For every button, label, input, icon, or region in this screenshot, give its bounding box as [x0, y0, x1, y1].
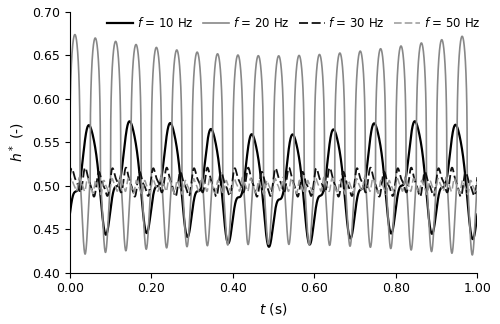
$f$ = 10 Hz — [391, 222, 397, 226]
Line: $f$ = 10 Hz: $f$ = 10 Hz — [70, 121, 478, 247]
$f$ = 10 Hz — [474, 213, 480, 216]
$f$ = 50 Hz — [474, 184, 480, 188]
$f$ = 20 Hz — [391, 211, 397, 215]
$f$ = 50 Hz — [88, 184, 94, 188]
$f$ = 10 Hz — [88, 125, 94, 129]
$f$ = 20 Hz — [72, 33, 78, 37]
$f$ = 50 Hz — [369, 179, 375, 182]
$f$ = 30 Hz — [308, 194, 314, 198]
$f$ = 20 Hz — [67, 179, 73, 183]
$f$ = 20 Hz — [474, 179, 480, 183]
$f$ = 10 Hz — [369, 126, 375, 130]
$f$ = 20 Hz — [88, 122, 94, 125]
Line: $f$ = 30 Hz: $f$ = 30 Hz — [70, 168, 478, 197]
$f$ = 50 Hz — [67, 184, 73, 188]
$f$ = 30 Hz — [214, 191, 220, 195]
$f$ = 10 Hz — [412, 119, 418, 123]
X-axis label: $t$ (s): $t$ (s) — [260, 301, 288, 317]
Legend: $f$ = 10 Hz, $f$ = 20 Hz, $f$ = 30 Hz, $f$ = 50 Hz: $f$ = 10 Hz, $f$ = 20 Hz, $f$ = 30 Hz, $… — [104, 13, 484, 34]
$f$ = 10 Hz — [67, 213, 73, 216]
$f$ = 50 Hz — [180, 192, 186, 196]
$f$ = 50 Hz — [391, 191, 397, 194]
$f$ = 50 Hz — [308, 186, 314, 190]
$f$ = 20 Hz — [470, 253, 476, 257]
$f$ = 30 Hz — [369, 170, 375, 174]
$f$ = 20 Hz — [214, 52, 220, 56]
$f$ = 10 Hz — [308, 240, 314, 244]
$f$ = 50 Hz — [362, 175, 368, 179]
$f$ = 30 Hz — [67, 175, 73, 179]
Line: $f$ = 20 Hz: $f$ = 20 Hz — [70, 35, 478, 255]
$f$ = 10 Hz — [326, 148, 332, 152]
$f$ = 30 Hz — [474, 175, 480, 179]
$f$ = 30 Hz — [391, 191, 397, 195]
$f$ = 20 Hz — [326, 240, 332, 244]
$f$ = 50 Hz — [326, 189, 332, 193]
$f$ = 20 Hz — [308, 230, 314, 234]
$f$ = 30 Hz — [88, 183, 94, 187]
$f$ = 30 Hz — [245, 166, 251, 169]
$f$ = 10 Hz — [214, 151, 220, 155]
$f$ = 50 Hz — [214, 179, 220, 183]
$f$ = 30 Hz — [172, 195, 178, 199]
Y-axis label: $h^*$ (-): $h^*$ (-) — [7, 122, 26, 162]
$f$ = 20 Hz — [369, 234, 375, 237]
Line: $f$ = 50 Hz: $f$ = 50 Hz — [70, 177, 478, 194]
$f$ = 10 Hz — [266, 245, 272, 249]
$f$ = 30 Hz — [326, 168, 332, 171]
